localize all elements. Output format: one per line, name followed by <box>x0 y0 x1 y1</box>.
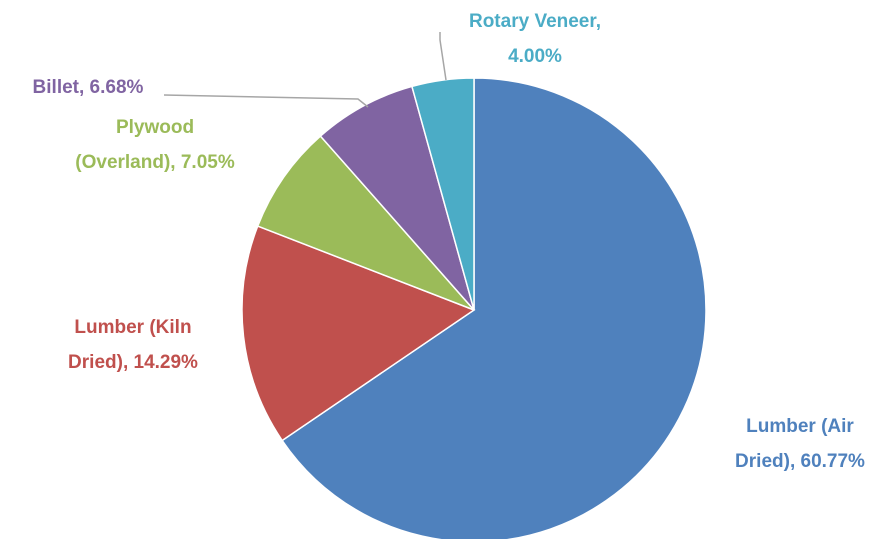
pie-slice <box>319 85 475 311</box>
data-label: Lumber (Air Dried), 60.77% <box>735 416 865 472</box>
pie-slice <box>241 225 476 442</box>
pie-slice <box>256 135 475 311</box>
data-label: Rotary Veneer, 4.00% <box>469 11 601 67</box>
data-label-line: Lumber (Air <box>746 416 854 437</box>
data-label-line: Rotary Veneer, <box>469 11 601 32</box>
data-label-line: (Overland), 7.05% <box>75 152 235 173</box>
leader-line <box>439 32 447 81</box>
data-label-line: Dried), 14.29% <box>68 352 198 373</box>
data-label: Lumber (Kiln Dried), 14.29% <box>68 317 198 373</box>
data-label-line: 4.00% <box>508 46 562 67</box>
data-label-line: Billet, 6.68% <box>33 77 144 98</box>
leader-line <box>163 94 369 108</box>
data-label-line: Plywood <box>116 117 194 138</box>
data-label-line: Dried), 60.77% <box>735 451 865 472</box>
pie-slice <box>411 77 475 311</box>
data-label-line: Lumber (Kiln <box>74 317 191 338</box>
pie-slice <box>281 77 707 539</box>
data-label: Plywood (Overland), 7.05% <box>75 117 235 173</box>
data-label: Billet, 6.68% <box>33 77 144 98</box>
